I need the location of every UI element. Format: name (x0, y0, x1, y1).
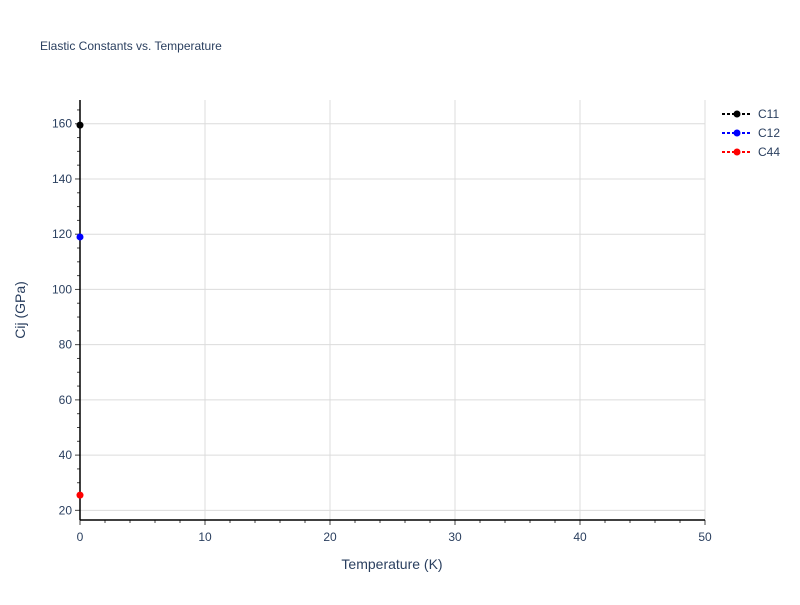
x-tick-label: 0 (77, 530, 84, 544)
data-point-C12 (76, 233, 84, 241)
y-tick-label: 100 (52, 282, 72, 296)
legend-marker-C44 (733, 148, 741, 156)
y-tick-label: 120 (52, 227, 72, 241)
legend-marker-C12 (733, 129, 741, 137)
x-tick-label: 20 (323, 530, 337, 544)
x-tick-label: 30 (448, 530, 462, 544)
y-tick-label: 80 (59, 338, 73, 352)
y-tick-label: 160 (52, 117, 72, 131)
y-tick-label: 20 (59, 503, 73, 517)
legend-marker-C11 (733, 110, 741, 118)
y-tick-label: 60 (59, 393, 73, 407)
x-axis-label: Temperature (K) (341, 556, 442, 572)
x-tick-label: 10 (198, 530, 212, 544)
y-axis-label: Cij (GPa) (12, 281, 28, 339)
legend-label-C12: C12 (758, 126, 780, 140)
legend-label-C44: C44 (758, 145, 780, 159)
y-tick-label: 40 (59, 448, 73, 462)
x-tick-label: 40 (573, 530, 587, 544)
chart-title: Elastic Constants vs. Temperature (40, 39, 222, 53)
data-point-C11 (76, 121, 84, 129)
legend-label-C11: C11 (758, 107, 779, 121)
data-point-C44 (76, 491, 84, 499)
x-tick-label: 50 (698, 530, 712, 544)
y-tick-label: 140 (52, 172, 72, 186)
